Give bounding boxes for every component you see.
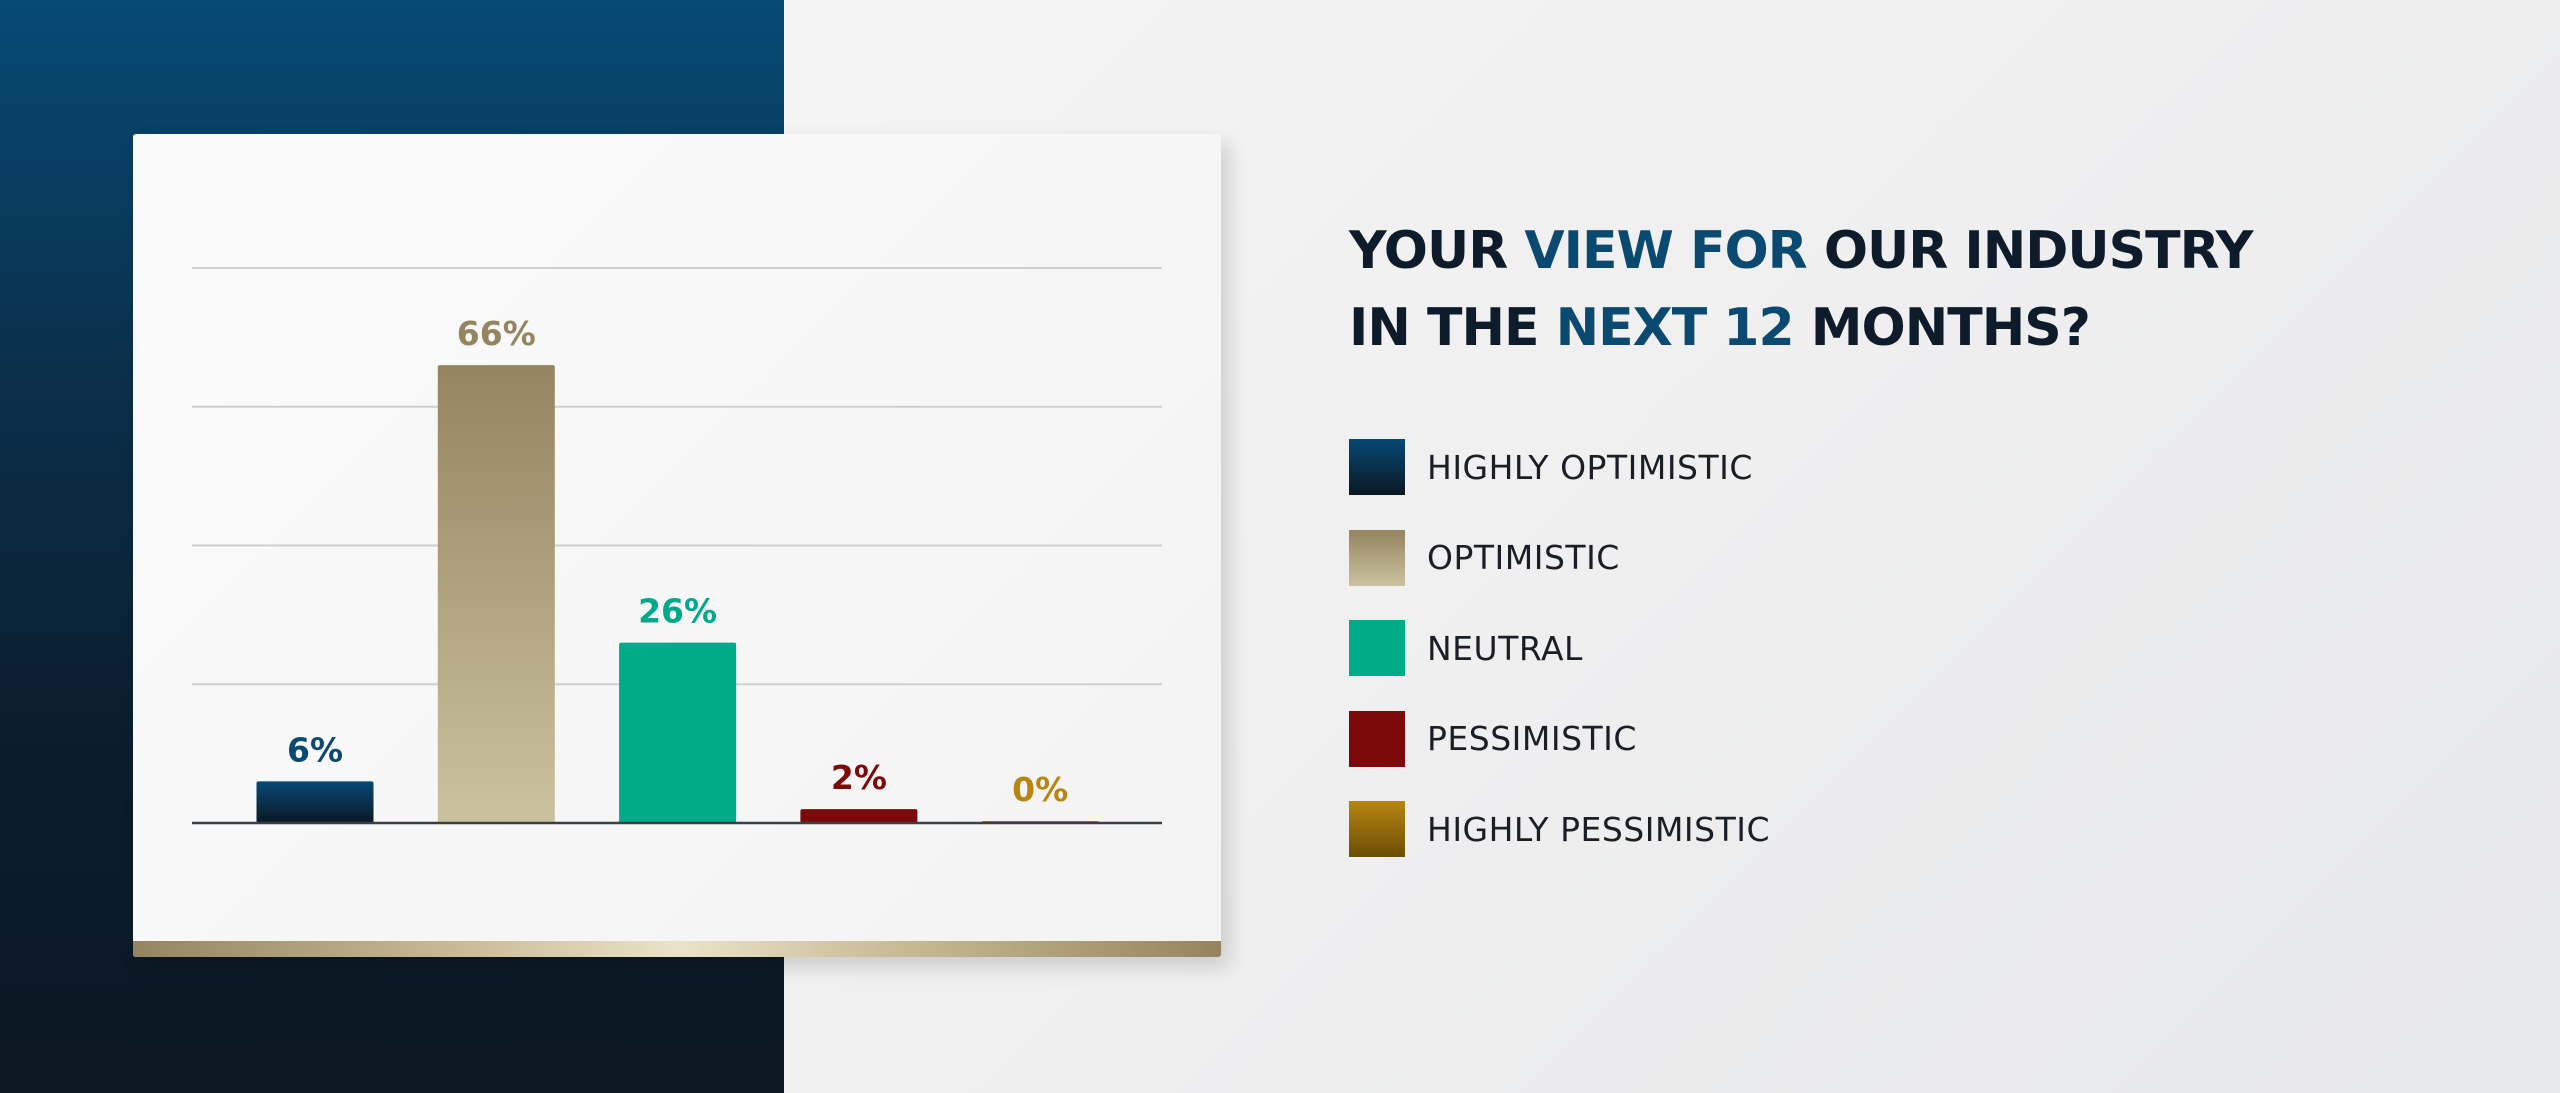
title-line-2: IN THE NEXT 12 MONTHS?: [1349, 290, 2252, 367]
legend-swatch: [1349, 529, 1405, 586]
legend-label: HIGHLY OPTIMISTIC: [1427, 447, 1753, 487]
bar-optimistic: [437, 365, 555, 823]
legend-item-optimistic: OPTIMISTIC: [1349, 529, 1770, 586]
bar-pessimistic: [800, 809, 918, 823]
legend-item-highly-pessimistic: HIGHLY PESSIMISTIC: [1349, 801, 1770, 857]
title-part: YOUR: [1349, 221, 1525, 281]
data-label: 66%: [457, 314, 536, 353]
data-label: 6%: [287, 730, 343, 769]
legend-item-pessimistic: PESSIMISTIC: [1349, 710, 1770, 767]
legend-label: OPTIMISTIC: [1427, 538, 1620, 577]
data-label: 26%: [638, 592, 717, 631]
legend-label: PESSIMISTIC: [1427, 719, 1637, 758]
legend-label: NEUTRAL: [1427, 628, 1583, 668]
data-label: 0%: [1012, 770, 1068, 809]
legend-swatch: [1349, 620, 1405, 676]
title-part-highlight: VIEW FOR: [1524, 221, 1807, 281]
title-part: OUR INDUSTRY: [1806, 221, 2254, 281]
chart-legend: HIGHLY OPTIMISTIC OPTIMISTIC NEUTRAL PES…: [1349, 439, 1770, 892]
legend-swatch: [1349, 710, 1405, 767]
legend-swatch: [1349, 439, 1405, 495]
gold-accent-strip: [133, 941, 1221, 957]
bar-highly-optimistic: [256, 781, 374, 823]
bar-neutral: [619, 642, 737, 823]
data-label: 2%: [831, 758, 887, 797]
legend-swatch: [1349, 801, 1405, 857]
page-title: YOUR VIEW FOR OUR INDUSTRY IN THE NEXT 1…: [1349, 213, 2254, 367]
title-part: MONTHS?: [1793, 298, 2091, 358]
title-line-1: YOUR VIEW FOR OUR INDUSTRY: [1349, 213, 2254, 290]
title-part-highlight: NEXT 12: [1555, 298, 1795, 358]
bar-chart: 6% 66% 26% 2% 0%: [192, 267, 1162, 825]
legend-label: HIGHLY PESSIMISTIC: [1427, 809, 1771, 849]
legend-item-neutral: NEUTRAL: [1349, 620, 1770, 676]
chart-card: 6% 66% 26% 2% 0%: [133, 134, 1221, 957]
legend-item-highly-optimistic: HIGHLY OPTIMISTIC: [1349, 439, 1770, 495]
title-part: IN THE: [1349, 298, 1556, 358]
